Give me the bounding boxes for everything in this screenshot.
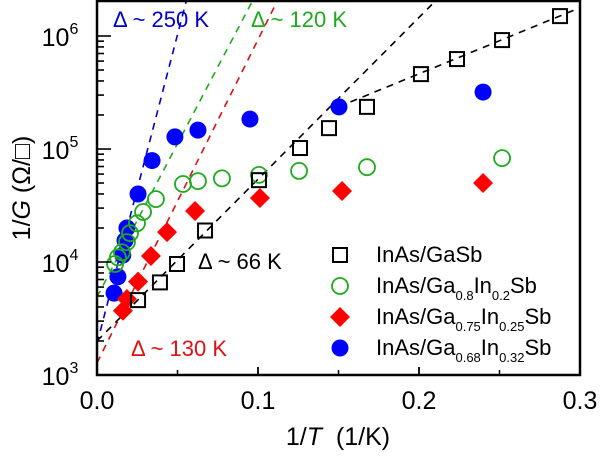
data-point-diamond-filled	[332, 180, 353, 201]
data-point-square-open	[358, 98, 375, 115]
legend-label: InAs/Ga0.8In0.2Sb	[376, 273, 537, 303]
axis-ticks	[96, 35, 581, 376]
data-point-circle-open	[493, 149, 511, 168]
legend-item: InAs/Ga0.75In0.25Sb	[330, 304, 551, 334]
x-tick-label: 0.3	[563, 387, 598, 415]
data-point-square-open	[169, 256, 186, 273]
data-point-square-open	[130, 292, 147, 309]
data-point-diamond-filled	[112, 300, 133, 321]
data-point-circle-open	[134, 203, 152, 221]
data-point-circle-filled	[105, 284, 123, 302]
data-point-square-open	[321, 120, 338, 137]
data-point-circle-filled	[330, 98, 348, 116]
data-point-circle-open	[290, 162, 308, 180]
data-point-circle-filled	[241, 110, 259, 128]
data-point-circle-filled	[129, 185, 147, 203]
y-tick-label: 106	[42, 21, 79, 52]
legend-marker-diamond-filled	[330, 307, 350, 327]
x-tick-label: 0.1	[241, 387, 276, 415]
legend-item: InAs/Ga0.8In0.2Sb	[331, 273, 537, 303]
legend-item: InAs/GaSb	[332, 242, 482, 267]
x-tick-label: 0.2	[402, 387, 437, 415]
data-point-diamond-filled	[473, 173, 494, 194]
data-point-circle-open	[118, 233, 136, 252]
data-point-circle-filled	[166, 128, 184, 146]
data-point-circle-open	[250, 165, 268, 184]
data-point-circle-open	[113, 243, 131, 262]
data-point-circle-open	[128, 214, 146, 233]
data-point-square-open	[250, 172, 267, 189]
legend-label: InAs/GaSb	[376, 242, 482, 267]
fit-high-T-black-line	[338, 6, 580, 108]
legend: InAs/GaSb InAs/Ga0.8In0.2SbInAs/Ga0.75In0…	[330, 242, 551, 365]
data-point-diamond-filled	[249, 188, 270, 209]
y-tick-label: 103	[42, 360, 79, 391]
data-markers	[105, 8, 569, 321]
data-point-diamond-filled	[157, 222, 178, 243]
legend-marker-circle-open	[331, 277, 349, 295]
legend-label: InAs/Ga0.75In0.25Sb	[376, 304, 551, 334]
y-tick-label: 105	[42, 134, 79, 165]
x-axis-title: 1/T (1/K)	[286, 423, 390, 451]
x-tick-label: 0.0	[80, 387, 115, 415]
data-point-circle-open	[189, 172, 207, 190]
tick-labels: 0.0 0.1 0.2 0.3 103 104 105 106	[42, 21, 598, 415]
annotation-130K: Δ ~ 130 K	[131, 336, 227, 361]
data-point-diamond-filled	[140, 246, 161, 267]
data-point-diamond-filled	[128, 271, 149, 292]
data-point-square-open	[292, 140, 309, 157]
data-point-circle-open	[213, 169, 231, 188]
data-point-square-open	[412, 66, 429, 83]
data-point-square-open	[151, 274, 168, 291]
legend-item: InAs/Ga0.68In0.32Sb	[331, 335, 551, 365]
legend-marker-square-open	[332, 247, 348, 263]
data-point-circle-filled	[474, 83, 492, 101]
data-point-circle-open	[109, 248, 127, 267]
data-point-circle-open	[147, 190, 165, 209]
data-point-square-open	[494, 32, 511, 49]
legend-label: InAs/Ga0.68In0.32Sb	[376, 335, 551, 365]
data-point-diamond-filled	[185, 200, 206, 221]
annotation-120K: Δ ~ 120 K	[251, 7, 347, 32]
y-tick-label: 104	[42, 247, 79, 278]
legend-marker-circle-filled	[331, 339, 349, 357]
data-point-circle-filled	[143, 152, 161, 170]
data-point-square-open	[552, 8, 569, 25]
data-point-circle-open	[358, 158, 376, 177]
y-axis-title: 1/G (Ω/□)	[8, 136, 36, 241]
data-point-square-open	[448, 51, 465, 68]
annotation-250K: Δ ~ 250 K	[113, 7, 209, 32]
annotation-66K: Δ ~ 66 K	[198, 249, 282, 274]
fit-lines	[97, 1, 580, 364]
data-point-circle-filled	[189, 121, 207, 139]
data-point-circle-open	[174, 175, 192, 193]
data-point-square-open	[197, 222, 214, 239]
